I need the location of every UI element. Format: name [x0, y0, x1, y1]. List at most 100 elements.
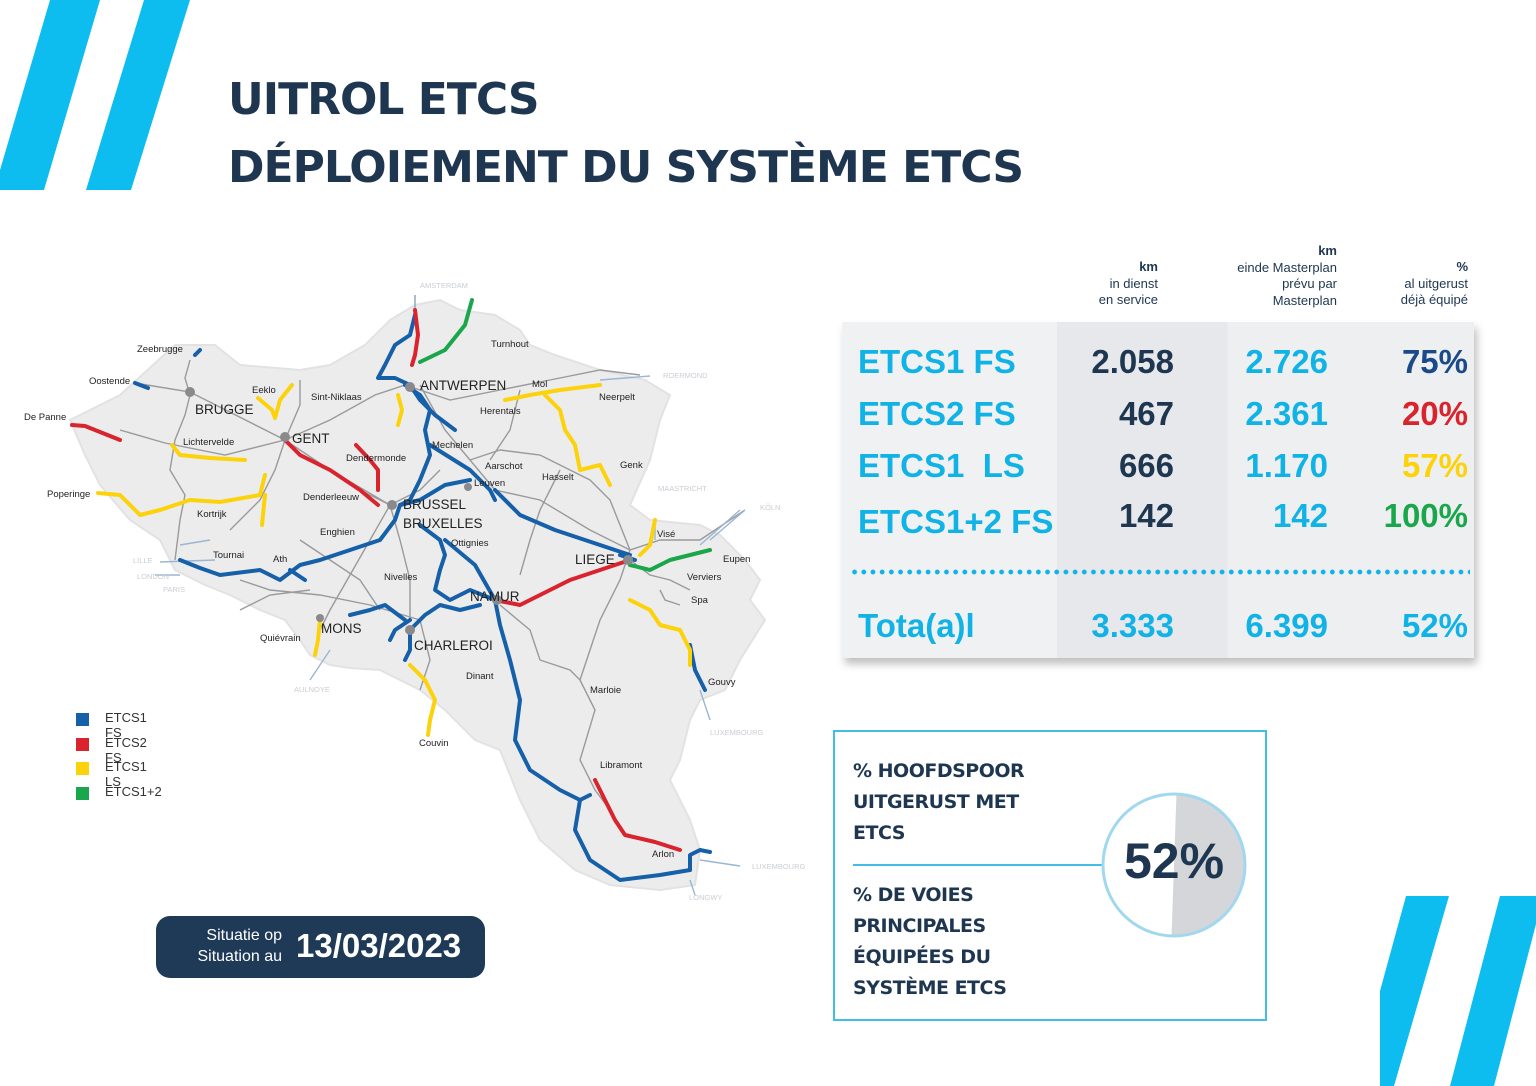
svg-text:Eeklo: Eeklo [252, 385, 276, 396]
legend-label: ETCS1+2 [105, 783, 162, 799]
svg-text:Ath: Ath [273, 554, 287, 565]
svg-text:Marloie: Marloie [590, 685, 621, 696]
svg-text:Enghien: Enghien [320, 527, 355, 538]
svg-text:LUXEMBOURG: LUXEMBOURG [752, 862, 806, 871]
text-line: ETCS [853, 822, 905, 844]
column-label-nl: einde Masterplan [1237, 259, 1337, 275]
svg-text:De Panne: De Panne [24, 412, 66, 423]
table-row-etcs1-fs: ETCS1 FS 2.058 2.726 75% [842, 336, 1474, 388]
value-pct: 57% [1401, 447, 1468, 484]
city-label-liege: LIEGE [575, 552, 615, 567]
situation-date-badge: Situatie op Situation au 13/03/2023 [156, 916, 485, 978]
city-label-namur: NAMUR [470, 589, 520, 604]
coverage-infobox: % HOOFDSPOOR UITGERUST MET ETCS % DE VOI… [833, 730, 1267, 1021]
svg-text:Nivelles: Nivelles [384, 572, 418, 583]
column-label-fr: prévu par [1282, 276, 1337, 291]
svg-text:Herentals: Herentals [480, 406, 521, 417]
svg-text:Denderleeuw: Denderleeuw [303, 492, 359, 503]
total-pct: 52% [1401, 607, 1468, 644]
legend-swatch [76, 786, 89, 800]
row-label: ETCS1 FS [858, 343, 1016, 380]
column-header-in-service: km in dienst en service [1040, 259, 1158, 309]
infobox-divider [853, 864, 1103, 866]
value-pct: 75% [1401, 343, 1468, 380]
city-label-mons: MONS [321, 621, 362, 636]
value-pct: 100% [1383, 497, 1468, 534]
city-label-charleroi: CHARLEROI [414, 638, 493, 653]
column-label-nl: in dienst [1109, 275, 1158, 291]
svg-text:Verviers: Verviers [687, 572, 722, 583]
text-line: UITGERUST MET [853, 791, 1019, 813]
column-label-fr: déjà équipé [1400, 292, 1468, 307]
total-label: Tota(a)l [858, 607, 975, 644]
value-masterplan: 1.170 [1245, 447, 1328, 484]
decor-stripe-bottom-right-1 [1380, 896, 1449, 1086]
belgium-outline [68, 298, 767, 892]
column-label-nl: al uitgerust [1404, 275, 1468, 291]
svg-text:LONGWY: LONGWY [689, 893, 722, 902]
svg-text:Dinant: Dinant [466, 671, 494, 682]
value-masterplan: 142 [1272, 497, 1328, 534]
city-label-bruxelles: BRUXELLES [403, 516, 483, 531]
value-masterplan: 2.361 [1245, 395, 1328, 432]
svg-text:Sint-Niklaas: Sint-Niklaas [311, 392, 362, 403]
svg-text:Neerpelt: Neerpelt [599, 392, 635, 403]
text-line: SYSTÈME ETCS [853, 977, 1007, 999]
legend-label: ETCS1 LS [105, 759, 147, 789]
svg-text:Oostende: Oostende [89, 376, 130, 387]
column-unit: km [1139, 259, 1158, 274]
column-header-pct-equipped: % al uitgerust déjà équipé [1360, 259, 1468, 309]
legend-label: ETCS1 FS [105, 710, 147, 740]
svg-text:LONDON: LONDON [137, 572, 169, 581]
svg-text:Mechelen: Mechelen [432, 440, 473, 451]
dotted-divider [850, 569, 1470, 575]
belgium-rail-map: BRUGGE GENT ANTWERPEN BRUSSEL BRUXELLES … [24, 281, 806, 902]
row-label: ETCS2 FS [858, 395, 1016, 432]
text-line: PRINCIPALES [853, 915, 986, 937]
row-label: ETCS1+2 FS [858, 503, 1054, 540]
decor-stripe-top-left-1 [0, 0, 100, 190]
decor-stripe-bottom-right-2 [1450, 896, 1536, 1086]
infobox-text-nl: % HOOFDSPOOR UITGERUST MET ETCS [853, 756, 1025, 849]
text-line: ÉQUIPÉES DU [853, 946, 991, 968]
column-header-masterplan: km einde Masterplan prévu par Masterplan [1180, 243, 1337, 309]
svg-text:PARIS: PARIS [163, 585, 185, 594]
svg-text:Eupen: Eupen [723, 554, 750, 565]
text-line: % DE VOIES [853, 884, 974, 906]
total-masterplan: 6.399 [1245, 607, 1328, 644]
text-line: % HOOFDSPOOR [853, 760, 1025, 782]
table-row-etcs1-ls: ETCS1 LS 666 1.170 57% [842, 440, 1474, 492]
column-unit: km [1318, 243, 1337, 258]
svg-text:LILLE: LILLE [133, 556, 153, 565]
coverage-pie-chart [1101, 792, 1247, 938]
total-in-service: 3.333 [1091, 607, 1174, 644]
legend-label: ETCS2 FS [105, 734, 147, 765]
svg-text:Kortrijk: Kortrijk [197, 509, 227, 520]
svg-text:Turnhout: Turnhout [491, 339, 529, 350]
decor-stripe-top-left-2 [86, 0, 190, 190]
table-row-etcs2-fs: ETCS2 FS 467 2.361 20% [842, 388, 1474, 440]
column-unit: % [1456, 259, 1468, 274]
value-in-service: 2.058 [1091, 343, 1174, 380]
svg-text:Visé: Visé [657, 529, 675, 540]
city-label-gent: GENT [292, 431, 330, 446]
svg-text:Spa: Spa [691, 595, 709, 606]
city-label-brugge: BRUGGE [195, 402, 254, 417]
svg-text:Tournai: Tournai [213, 550, 244, 561]
city-label-brussel: BRUSSEL [403, 497, 467, 512]
page-title-fr: DÉPLOIEMENT DU SYSTÈME ETCS [228, 142, 1024, 193]
situation-label-fr: Situation au [197, 948, 282, 965]
svg-text:Dendermonde: Dendermonde [346, 453, 406, 464]
situation-label-nl: Situatie op [206, 927, 282, 944]
etcs-stats-table: ETCS1 FS 2.058 2.726 75% ETCS2 FS 467 2.… [842, 322, 1474, 658]
coverage-percentage: 52% [1123, 833, 1225, 889]
svg-text:Poperinge: Poperinge [47, 489, 90, 500]
svg-text:AULNOYE: AULNOYE [294, 685, 330, 694]
city-label-antwerpen: ANTWERPEN [420, 378, 506, 393]
svg-text:Aarschot: Aarschot [485, 461, 523, 472]
situation-date: 13/03/2023 [296, 927, 462, 964]
svg-text:Genk: Genk [620, 460, 643, 471]
svg-text:Ottignies: Ottignies [451, 538, 489, 549]
table-row-etcs1-2-fs: ETCS1+2 FS 142 142 100% [842, 490, 1474, 542]
value-masterplan: 2.726 [1245, 343, 1328, 380]
